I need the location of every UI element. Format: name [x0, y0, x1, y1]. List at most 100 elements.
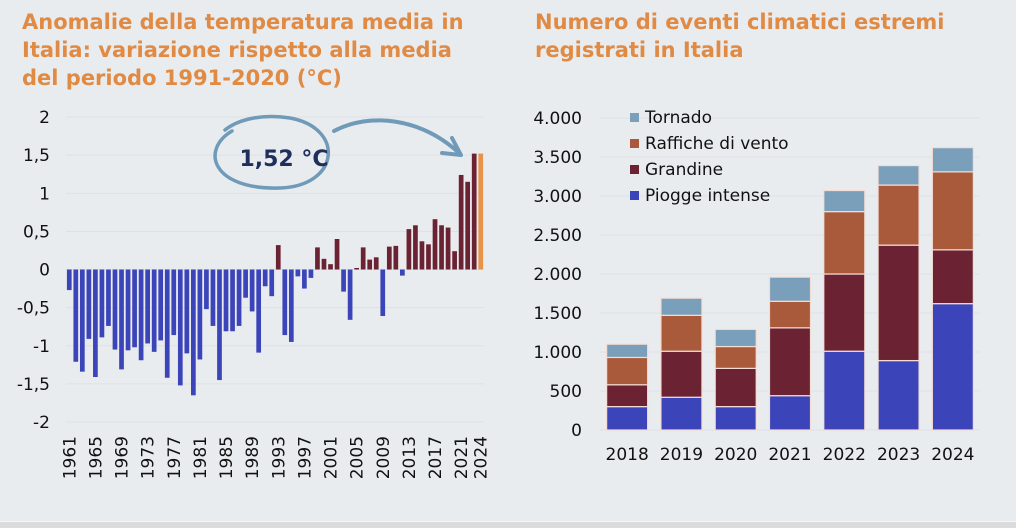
left-bar-1968: [112, 269, 118, 350]
left-y-tick-label: 2: [39, 108, 50, 128]
right-bar-2021-grandine: [768, 327, 812, 397]
left-x-tick-label: 2013: [400, 436, 420, 479]
left-x-tick-label: 1961: [60, 436, 80, 479]
left-x-tick-label: 1981: [191, 436, 211, 479]
left-bar-2011: [393, 245, 399, 270]
right-bar-2023-raffiche-di-vento: [877, 184, 920, 246]
left-x-tick-label: 1977: [165, 436, 185, 479]
legend-swatch-raffiche-di-vento: [630, 139, 639, 148]
left-bar-2018: [439, 225, 444, 270]
right-chart: 4.000 3.500 3.000 2.500 2.000 1.500 1.000 500 0 2…: [533, 108, 980, 465]
left-bar-1977: [171, 269, 177, 336]
left-chart: 2 1,5 1 0,5 0 -0,5 -1 -1,5 -2 1961 1965 1969 1973 197…: [17, 108, 492, 479]
left-bar-1992: [269, 269, 275, 297]
left-bar-2000: [321, 258, 327, 270]
left-bar-1961: [66, 269, 72, 291]
legend-label: Tornado: [644, 108, 712, 128]
left-bar-1988: [243, 269, 248, 298]
left-bar-2020: [452, 251, 457, 270]
left-bar-1979: [184, 269, 190, 354]
left-bar-2009: [380, 269, 386, 317]
left-bar-1971: [132, 269, 137, 348]
left-bar-1965: [93, 269, 98, 378]
right-bar-2019-grandine: [660, 350, 703, 398]
right-bar-2024-tornado: [931, 147, 974, 173]
left-chart-title: Anomalie della temperatura media in Ital…: [22, 10, 464, 90]
right-bar-2024-piogge-intense: [931, 303, 974, 431]
left-bar-2016: [426, 244, 431, 270]
legend-swatch-grandine: [630, 165, 639, 174]
right-y-tick-label: 500: [550, 382, 582, 402]
right-bar-2021-raffiche-di-vento: [768, 300, 812, 329]
left-bar-2004: [347, 269, 353, 320]
right-x-tick-label: 2023: [877, 445, 920, 465]
left-bar-2013: [406, 229, 412, 270]
right-y-tick-label: 1.500: [533, 304, 582, 324]
legend-label: Raffiche di vento: [645, 134, 789, 154]
left-bar-1973: [145, 269, 150, 344]
right-x-tick-label: 2018: [606, 445, 649, 465]
right-y-tick-label: 2.500: [533, 226, 582, 246]
legend-label: Grandine: [645, 160, 723, 180]
left-bar-2014: [413, 225, 418, 270]
right-bar-2020-raffiche-di-vento: [714, 345, 757, 369]
right-chart-title: Numero di eventi climatici estremi regis…: [535, 10, 945, 62]
footer-divider: [0, 521, 1016, 528]
left-x-tick-label: 1997: [295, 436, 315, 479]
left-bar-2012: [400, 269, 405, 276]
left-bar-2017: [432, 219, 438, 270]
right-bar-2018-grandine: [606, 384, 649, 408]
left-bar-1969: [119, 269, 124, 370]
left-bar-1980: [191, 269, 196, 396]
left-bar-1994: [282, 269, 288, 336]
left-bar-2021: [458, 174, 464, 270]
right-bar-2020-piogge-intense: [714, 406, 757, 431]
left-bar-1978: [177, 269, 183, 386]
right-bar-2024-raffiche-di-vento: [931, 171, 974, 251]
left-bar-2003: [341, 269, 346, 292]
left-bar-1964: [86, 269, 92, 339]
left-x-tick-label: 2024: [472, 436, 492, 479]
left-bar-1995: [288, 269, 294, 342]
left-bar-2002: [334, 239, 340, 270]
left-y-tick-label: -2: [33, 413, 50, 433]
right-y-tick-label: 3.500: [533, 148, 582, 168]
left-x-tick-label: 1969: [113, 436, 133, 479]
left-bar-1993: [275, 245, 281, 270]
right-bar-2022-grandine: [823, 273, 866, 352]
legend-label: Piogge intense: [645, 186, 770, 206]
left-bar-2006: [360, 247, 366, 270]
left-x-tick-label: 2017: [426, 436, 446, 479]
left-bar-2008: [373, 257, 379, 270]
left-bar-1982: [204, 269, 209, 310]
annotation-arrow: [332, 118, 460, 154]
right-bar-2020-tornado: [714, 328, 757, 348]
left-y-tick-label: -1,5: [17, 375, 50, 395]
annotation-circle: [213, 114, 330, 190]
left-bar-2024: [478, 153, 484, 270]
right-y-tick-label: 4.000: [533, 109, 582, 129]
right-x-tick-label: 2019: [660, 445, 703, 465]
left-bar-2007: [367, 259, 373, 270]
left-bar-1981: [197, 269, 203, 360]
left-x-tick-label: 1985: [217, 436, 237, 479]
right-y-tick-label: 0: [571, 421, 582, 441]
right-bar-2019-raffiche-di-vento: [660, 314, 703, 352]
right-bar-2023-piogge-intense: [877, 359, 920, 431]
left-bar-1997: [302, 269, 307, 289]
left-bar-1976: [164, 269, 170, 378]
left-x-tick-label: 2021: [452, 436, 472, 479]
right-bar-2023-grandine: [877, 244, 920, 362]
right-x-tick-label: 2024: [931, 445, 974, 465]
left-y-tick-label: 0,5: [23, 222, 50, 242]
annotation-label: 1,52 °C: [239, 147, 328, 172]
left-x-tick-label: 1993: [269, 436, 289, 479]
left-bar-1998: [308, 269, 314, 278]
left-bar-1984: [217, 269, 222, 381]
left-bar-1991: [262, 269, 268, 287]
left-bar-1967: [106, 269, 111, 326]
left-y-tick-label: -1: [33, 337, 50, 357]
left-y-tick-label: 0: [39, 261, 50, 281]
right-bar-2018-raffiche-di-vento: [606, 356, 649, 386]
